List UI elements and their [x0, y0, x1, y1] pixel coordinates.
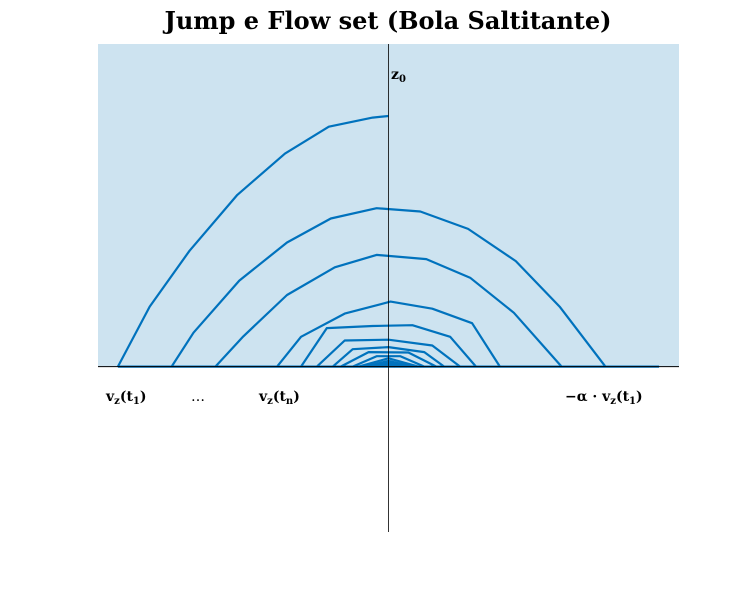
ellipsis-label: …	[191, 389, 205, 405]
z0-label: z0	[391, 67, 406, 85]
trajectory-series-3	[214, 253, 563, 368]
trajectory-series-5	[300, 324, 477, 368]
trajectory-series-2	[170, 207, 607, 368]
trajectory-series-1	[116, 114, 389, 368]
chart-title: Jump e Flow set (Bola Saltitante)	[164, 6, 612, 35]
trajectory-series-4	[276, 300, 501, 368]
vz-tn-label: vz(tn)	[259, 389, 300, 407]
neg-alpha-vz-t1-label: −α · vz(t1)	[565, 389, 643, 407]
vz-t1-label: vz(t1)	[106, 389, 147, 407]
